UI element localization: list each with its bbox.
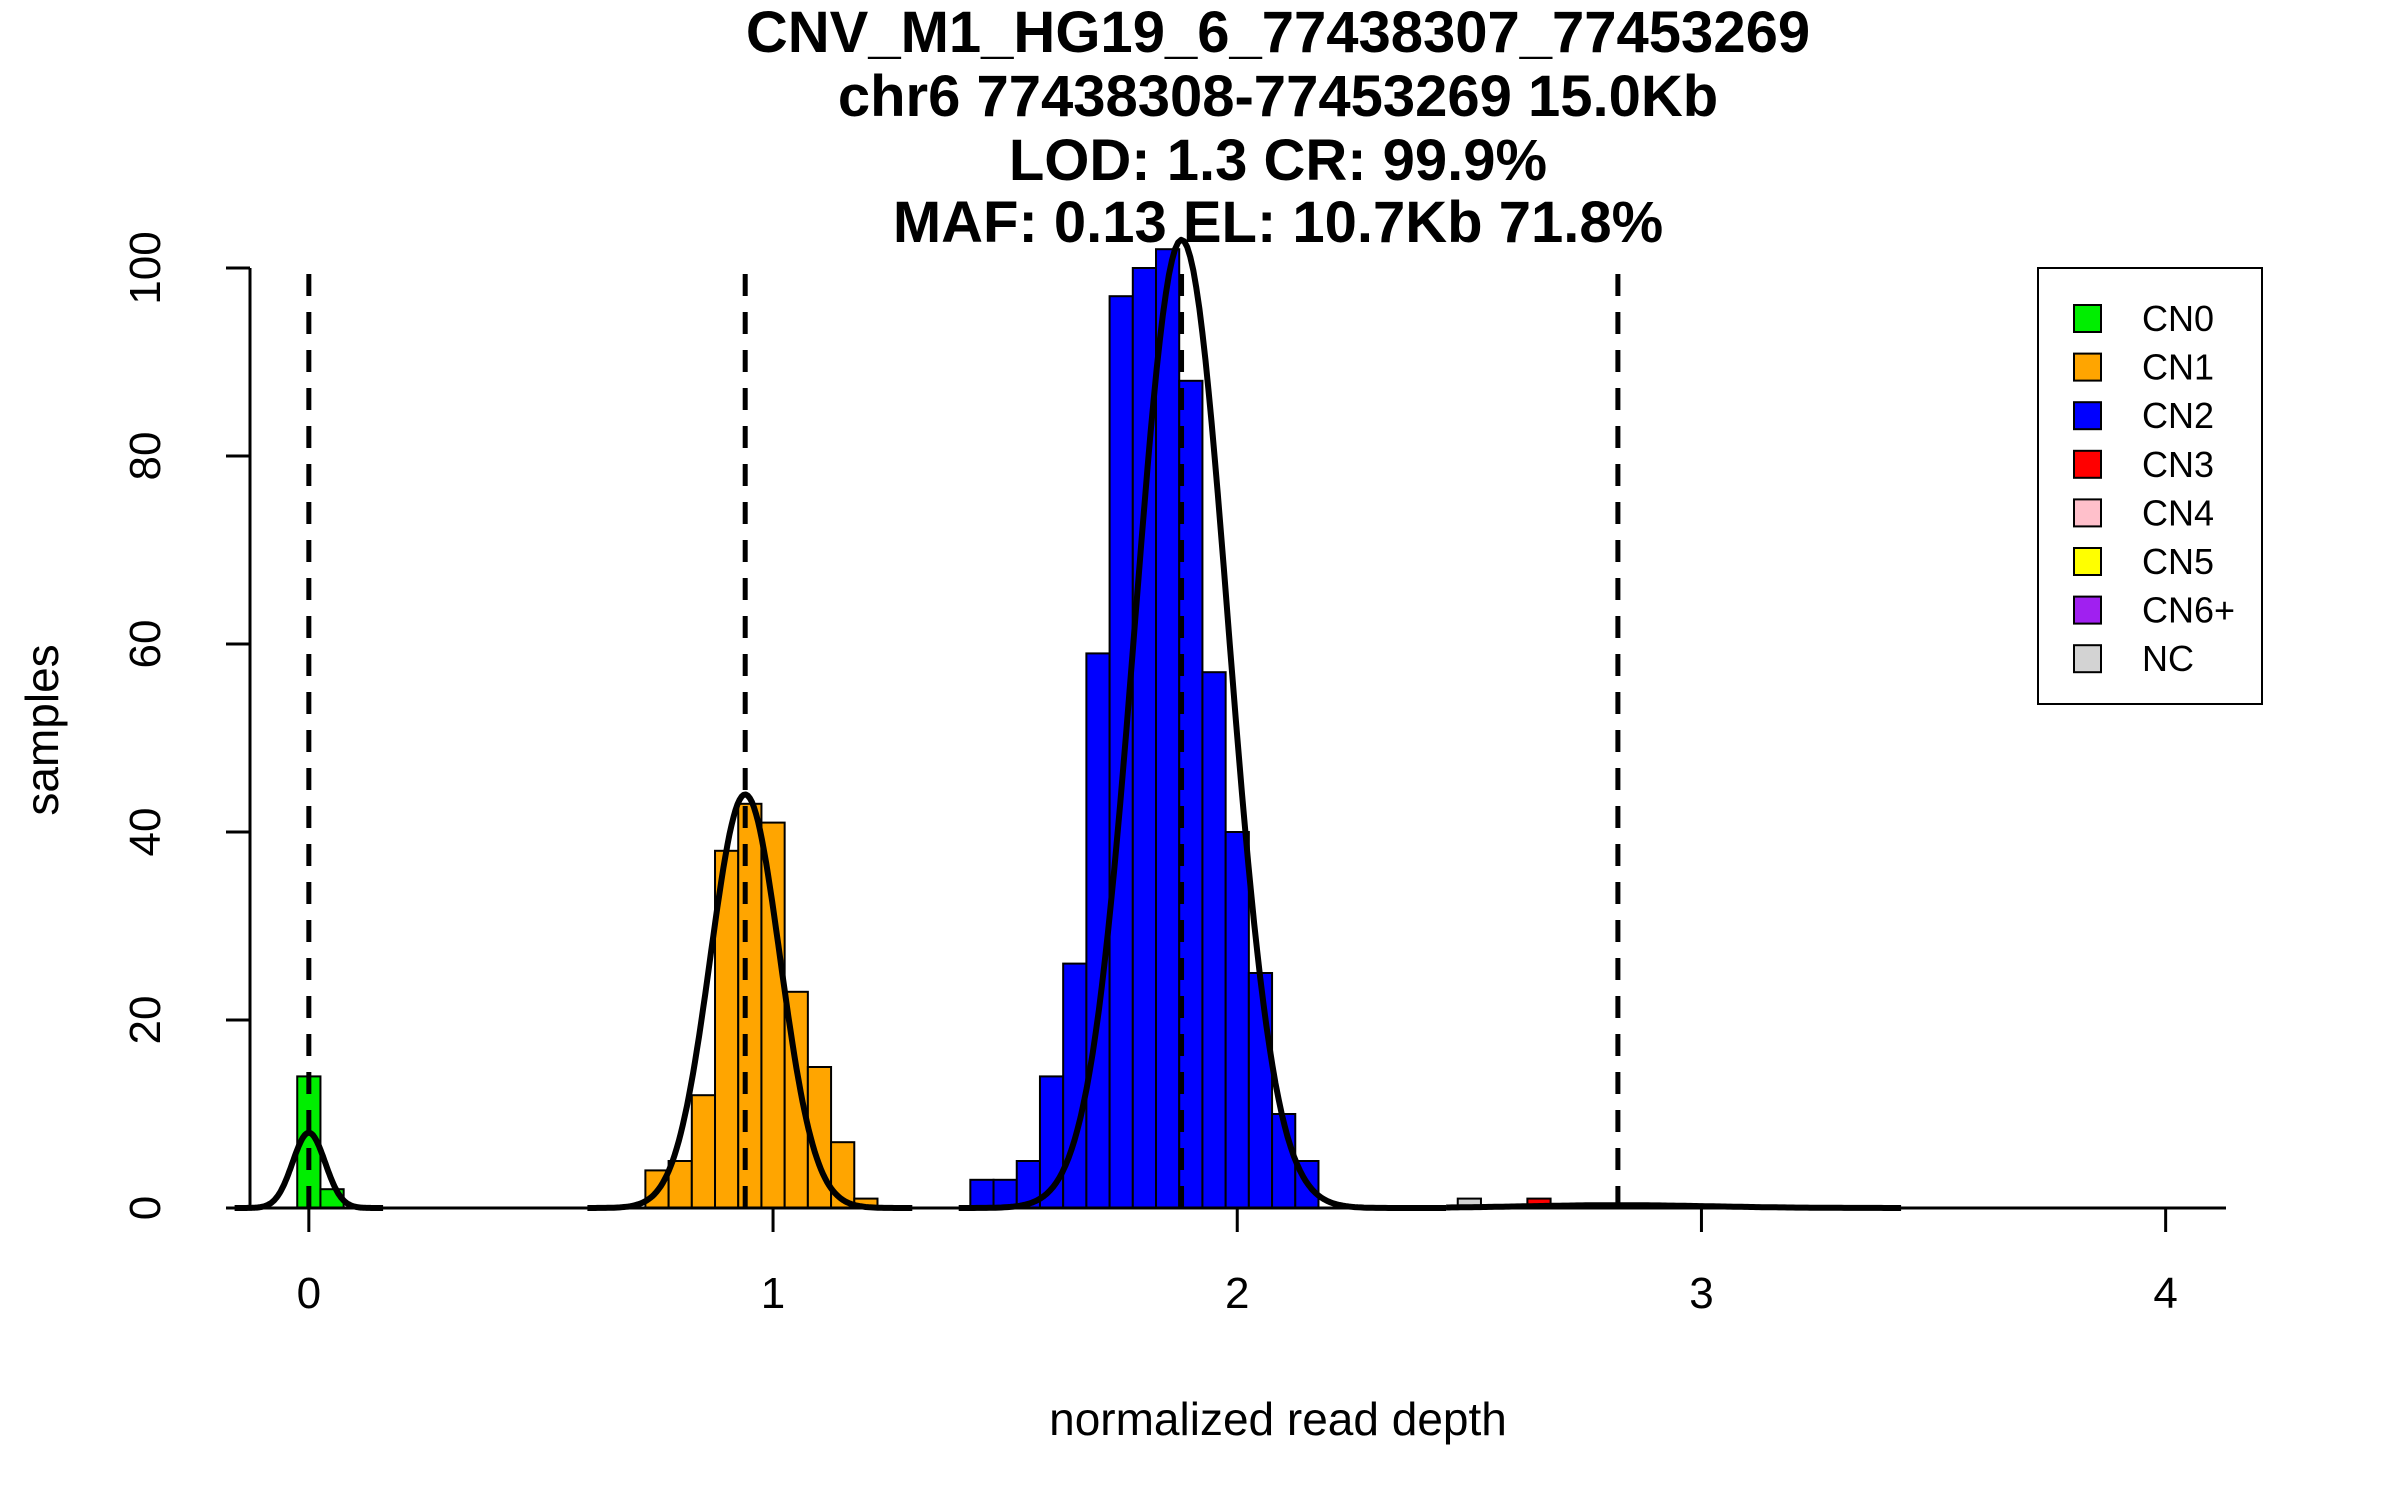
title-line-1: CNV_M1_HG19_6_77438307_77453269: [746, 0, 1810, 65]
copy-number-mean-lines: [306, 268, 1621, 1208]
legend-label-cn0: CN0: [2142, 298, 2214, 339]
legend-swatch-cn3: [2073, 449, 2102, 479]
y-tick-label: 80: [121, 432, 170, 481]
chart-title: CNV_M1_HG19_6_77438307_77453269 chr6 774…: [746, 0, 1810, 255]
legend-label-cn5: CN5: [2142, 541, 2214, 582]
legend-box: [2037, 267, 2263, 705]
histogram-bar-cn1: [690, 1094, 717, 1209]
y-axis-label: samples: [16, 644, 68, 815]
x-tick-label: 2: [1225, 1269, 1249, 1318]
legend-swatch-nc: [2073, 644, 2102, 674]
y-tick-label: 0: [121, 1196, 170, 1220]
legend-label-cn1: CN1: [2142, 347, 2214, 388]
histogram-bars: [296, 248, 1552, 1210]
legend-label-cn6plus: CN6+: [2142, 590, 2235, 631]
histogram-bar-cn2: [1062, 962, 1088, 1209]
legend-swatch-cn4: [2073, 498, 2102, 528]
histogram-bar-cn1: [737, 802, 763, 1209]
legend-swatch-cn5: [2073, 547, 2102, 576]
density-curve-cn1: [586, 791, 914, 1211]
histogram-bar-cn2: [969, 1178, 995, 1210]
legend-label-cn4: CN4: [2142, 492, 2214, 533]
title-line-3: LOD: 1.3 CR: 99.9%: [1009, 128, 1547, 193]
y-axis: 0 20 40 60 80 100: [121, 231, 252, 1220]
y-tick-label: 40: [121, 808, 170, 857]
histogram-bar-cn2: [1224, 831, 1250, 1209]
y-tick-label: 60: [121, 620, 170, 669]
legend-swatch-cn2: [2073, 401, 2102, 431]
x-tick-label: 0: [297, 1269, 321, 1318]
legend-label-cn2: CN2: [2142, 395, 2214, 436]
title-line-2: chr6 77438308-77453269 15.0Kb: [838, 64, 1718, 129]
histogram-bar-cn2: [1108, 295, 1134, 1209]
histogram-bar-cn2: [1155, 248, 1181, 1209]
x-tick-label: 3: [1689, 1269, 1713, 1318]
legend-label-nc: NC: [2142, 638, 2194, 679]
title-line-4: MAF: 0.13 EL: 10.7Kb 71.8%: [893, 190, 1663, 255]
legend: CN0 CN1 CN2 CN3 CN4 CN5 CN6+ NC: [2037, 267, 2263, 705]
x-tick-label: 4: [2153, 1269, 2177, 1318]
legend-label-cn3: CN3: [2142, 444, 2214, 485]
x-axis: 0 1 2 3 4: [246, 1206, 2226, 1318]
x-axis-label: normalized read depth: [1049, 1393, 1507, 1445]
histogram-bar-cn1: [760, 821, 786, 1209]
histogram-bar-cn2: [1247, 972, 1274, 1209]
x-tick-label: 1: [761, 1269, 785, 1318]
y-tick-label: 100: [121, 231, 170, 304]
histogram-bar-cn2: [1201, 671, 1227, 1209]
legend-swatch-cn6plus: [2073, 595, 2102, 625]
legend-swatch-cn0: [2073, 304, 2102, 333]
legend-swatch-cn1: [2073, 352, 2102, 382]
y-tick-label: 20: [121, 996, 170, 1045]
